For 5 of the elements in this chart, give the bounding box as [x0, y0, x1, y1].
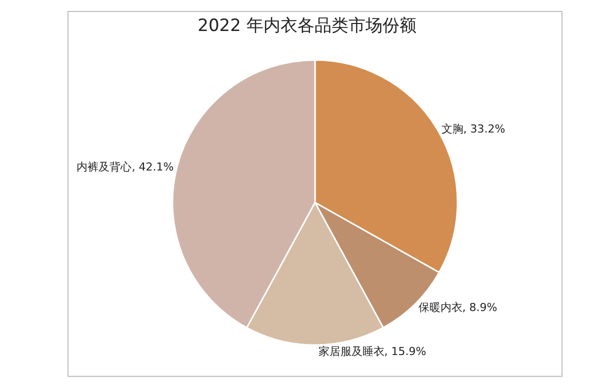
chart-title: 2022 年内衣各品类市场份额 [198, 16, 416, 36]
slice-label: 文胸, 33.2% [441, 122, 506, 136]
slice-label: 家居服及睡衣, 15.9% [318, 345, 426, 358]
slice-label: 内裤及背心, 42.1% [76, 160, 174, 174]
slice-label: 保暖内衣, 8.9% [418, 300, 498, 314]
